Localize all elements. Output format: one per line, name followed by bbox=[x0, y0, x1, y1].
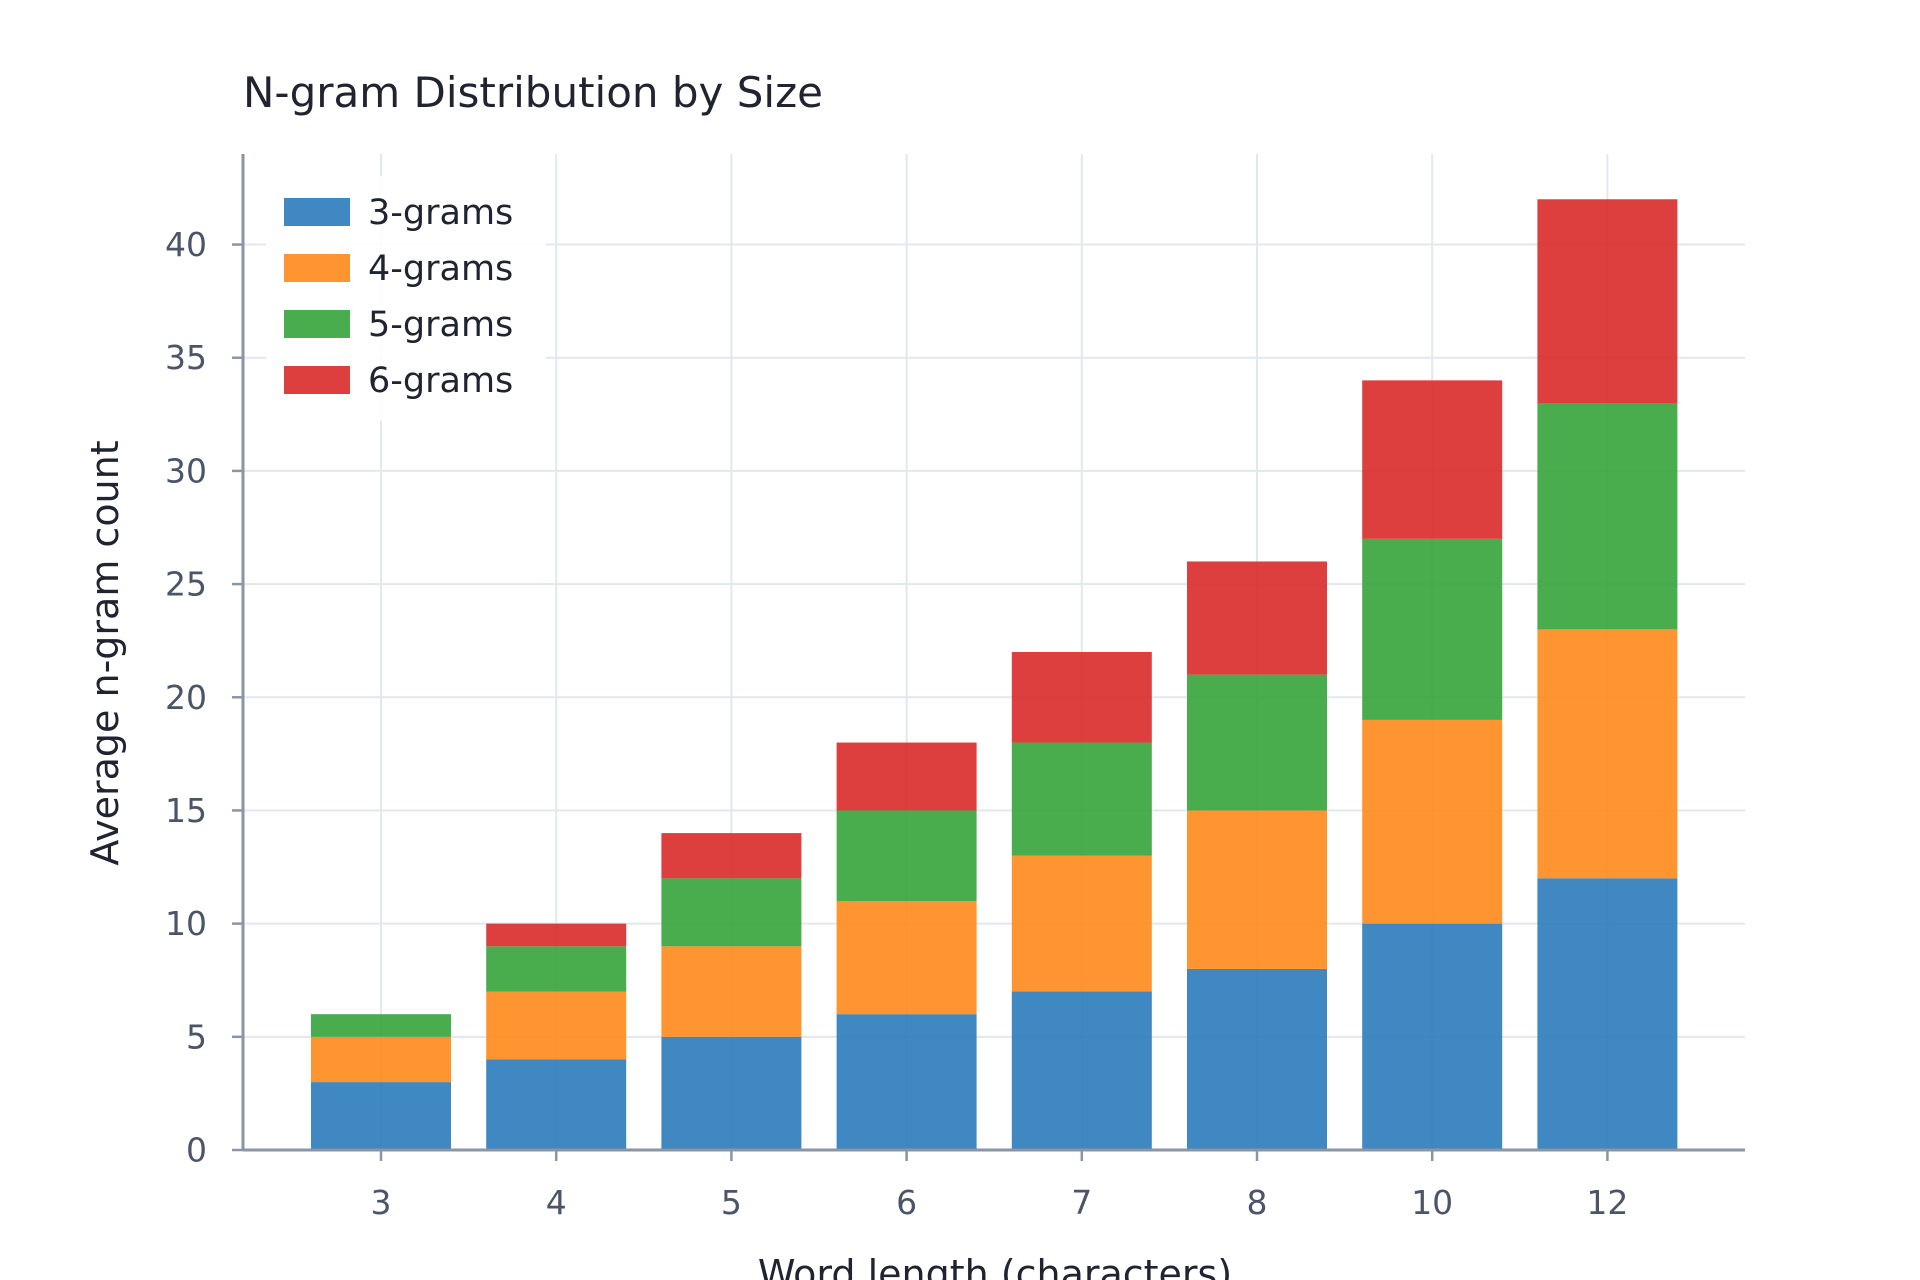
bar-segment-5-grams bbox=[1537, 403, 1678, 630]
bar-segment-4-grams bbox=[486, 991, 627, 1060]
legend-label: 6-grams bbox=[368, 361, 513, 401]
bar-segment-6-grams bbox=[1187, 561, 1327, 675]
bar-segment-5-grams bbox=[1187, 674, 1327, 811]
bar-segment-4-grams bbox=[1362, 719, 1503, 924]
bar-segment-6-grams bbox=[1362, 380, 1503, 539]
y-tick-label: 25 bbox=[165, 565, 207, 604]
legend-label: 4-grams bbox=[368, 249, 513, 289]
y-tick-label: 40 bbox=[165, 225, 207, 264]
legend-swatch bbox=[284, 366, 350, 394]
legend-label: 5-grams bbox=[368, 305, 513, 345]
legend-label: 3-grams bbox=[368, 193, 513, 233]
bar-segment-5-grams bbox=[836, 810, 977, 901]
x-tick-label: 10 bbox=[1411, 1183, 1453, 1222]
bar-segment-4-grams bbox=[311, 1036, 451, 1083]
x-tick-label: 12 bbox=[1586, 1183, 1628, 1222]
y-tick-label: 10 bbox=[165, 904, 207, 943]
x-tick-label: 4 bbox=[546, 1183, 567, 1222]
x-axis-label: Word length (characters) bbox=[758, 1252, 1232, 1280]
bar-segment-4-grams bbox=[1011, 855, 1152, 992]
bar-segment-3-grams bbox=[1011, 991, 1152, 1150]
chart-title: N-gram Distribution by Size bbox=[243, 68, 823, 117]
bar-segment-5-grams bbox=[486, 946, 627, 992]
x-tick-label: 6 bbox=[896, 1183, 917, 1222]
bar-segment-3-grams bbox=[661, 1036, 802, 1150]
y-tick-label: 35 bbox=[165, 338, 207, 377]
bar-segment-4-grams bbox=[836, 901, 977, 1015]
bar-segment-3-grams bbox=[836, 1014, 977, 1150]
y-tick-label: 20 bbox=[165, 678, 207, 717]
bar-segment-4-grams bbox=[1187, 810, 1327, 969]
bar-segment-5-grams bbox=[311, 1014, 451, 1037]
bar-segment-3-grams bbox=[1362, 923, 1503, 1150]
legend-swatch bbox=[284, 310, 350, 338]
legend-swatch bbox=[284, 198, 350, 226]
bar-segment-3-grams bbox=[311, 1082, 451, 1150]
bar-segment-3-grams bbox=[1187, 968, 1327, 1150]
bar-segment-5-grams bbox=[661, 878, 802, 947]
bar-segment-4-grams bbox=[661, 946, 802, 1037]
y-axis-ticks: 0 5 10 15 20 25 30 35 40 bbox=[165, 225, 243, 1170]
legend-swatch bbox=[284, 254, 350, 282]
bar-segment-3-grams bbox=[486, 1059, 627, 1150]
bar-segment-6-grams bbox=[486, 923, 627, 947]
y-tick-label: 15 bbox=[165, 791, 207, 830]
bar-segment-3-grams bbox=[1537, 878, 1678, 1150]
y-tick-label: 0 bbox=[186, 1131, 207, 1170]
x-tick-label: 5 bbox=[721, 1183, 742, 1222]
y-axis-label: Average n-gram count bbox=[83, 440, 127, 865]
bar-segment-5-grams bbox=[1011, 742, 1152, 856]
axes bbox=[241, 154, 1745, 1152]
bar-segment-6-grams bbox=[836, 742, 977, 811]
bar-segment-4-grams bbox=[1537, 629, 1678, 879]
bar-segment-6-grams bbox=[1011, 652, 1152, 743]
y-tick-label: 5 bbox=[186, 1017, 207, 1056]
legend: 3-grams 4-grams 5-grams 6-grams bbox=[266, 176, 546, 421]
bar-segment-6-grams bbox=[1537, 199, 1678, 403]
bar-segment-6-grams bbox=[661, 833, 802, 879]
x-tick-label: 8 bbox=[1247, 1183, 1268, 1222]
x-tick-label: 7 bbox=[1071, 1183, 1092, 1222]
x-axis-ticks: 3 4 5 6 7 8 10 12 bbox=[371, 1150, 1628, 1222]
bar-segment-5-grams bbox=[1362, 538, 1503, 720]
y-tick-label: 30 bbox=[165, 451, 207, 490]
x-tick-label: 3 bbox=[371, 1183, 392, 1222]
bar-stacks bbox=[311, 199, 1678, 1150]
